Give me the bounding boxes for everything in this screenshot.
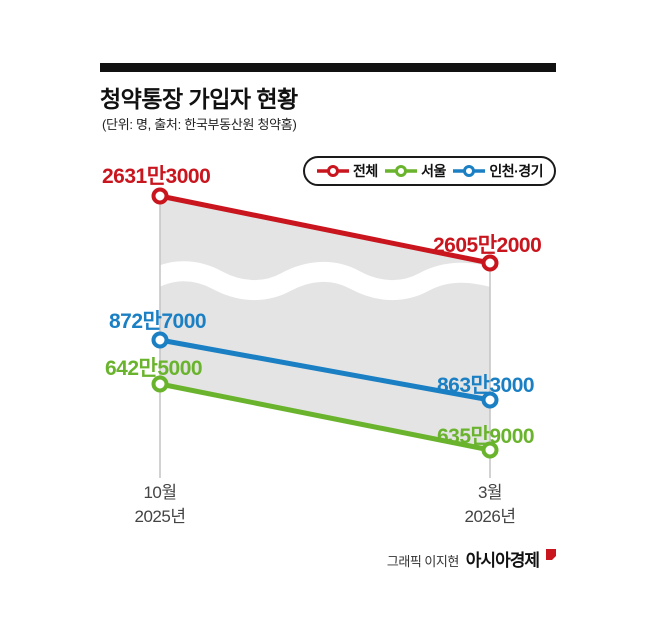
legend-line-dot-icon bbox=[385, 165, 418, 177]
legend-item-seoul: 서울 bbox=[384, 161, 446, 181]
value-label-seoul-start: 642만5000 bbox=[105, 357, 203, 380]
x-axis-year-left: 2025년 bbox=[134, 506, 186, 526]
series-line-seoul bbox=[157, 381, 493, 453]
series-line-total bbox=[157, 193, 493, 266]
legend: 전체 서울 인천·경기 bbox=[303, 156, 556, 186]
x-axis-month-left: 10월 bbox=[143, 483, 177, 502]
marker-seoul-end bbox=[481, 441, 499, 459]
value-label-total-start: 2631만3000 bbox=[102, 165, 211, 188]
value-label-incheon-end: 863만3000 bbox=[437, 374, 535, 397]
graphic-credit: 그래픽 이지현 bbox=[386, 554, 459, 569]
brand-name: 아시아경제 bbox=[465, 551, 540, 570]
legend-label-incheon-gyeonggi: 인천·경기 bbox=[489, 163, 543, 179]
footer-credit: 그래픽 이지현 아시아경제 bbox=[387, 546, 556, 571]
legend-label-total: 전체 bbox=[353, 163, 378, 179]
x-axis-label-right: 3월 2026년 bbox=[465, 481, 516, 529]
unit-source-note: (단위: 명, 출처: 한국부동산원 청약홈) bbox=[102, 117, 297, 132]
title-top-rule bbox=[100, 63, 556, 72]
marker-seoul-start bbox=[151, 375, 169, 393]
series-line-incheon-gyeonggi bbox=[157, 337, 493, 403]
page-title: 청약통장 가입자 현황 bbox=[100, 86, 298, 112]
legend-item-incheon-gyeonggi: 인천·경기 bbox=[452, 161, 543, 181]
axis-break-wave bbox=[138, 261, 512, 301]
value-label-incheon-start: 872만7000 bbox=[109, 310, 207, 333]
legend-label-seoul: 서울 bbox=[421, 163, 446, 179]
x-axis-month-right: 3월 bbox=[477, 483, 503, 502]
x-axis-year-right: 2026년 bbox=[464, 506, 516, 526]
value-label-total-end: 2605만2000 bbox=[433, 234, 542, 257]
x-axis-label-left: 10월 2025년 bbox=[135, 481, 186, 529]
marker-incheon-start bbox=[151, 331, 169, 349]
value-label-seoul-end: 635만9000 bbox=[437, 425, 535, 448]
marker-total-end bbox=[481, 254, 499, 272]
legend-line-dot-icon bbox=[317, 165, 349, 177]
legend-line-dot-icon bbox=[453, 165, 486, 177]
legend-item-total: 전체 bbox=[316, 161, 378, 181]
marker-incheon-end bbox=[481, 391, 499, 409]
brand-logo-icon bbox=[546, 547, 556, 565]
marker-total-start bbox=[151, 187, 169, 205]
